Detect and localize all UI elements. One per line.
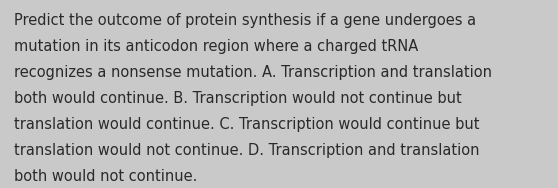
Text: recognizes a nonsense mutation. A. Transcription and translation: recognizes a nonsense mutation. A. Trans… (14, 65, 492, 80)
Text: both would continue. B. Transcription would not continue but: both would continue. B. Transcription wo… (14, 91, 461, 106)
Text: mutation in its anticodon region where a charged tRNA: mutation in its anticodon region where a… (14, 39, 418, 54)
Text: translation would not continue. D. Transcription and translation: translation would not continue. D. Trans… (14, 143, 479, 158)
Text: translation would continue. C. Transcription would continue but: translation would continue. C. Transcrip… (14, 117, 479, 132)
Text: Predict the outcome of protein synthesis if a gene undergoes a: Predict the outcome of protein synthesis… (14, 13, 476, 28)
Text: both would not continue.: both would not continue. (14, 169, 198, 184)
